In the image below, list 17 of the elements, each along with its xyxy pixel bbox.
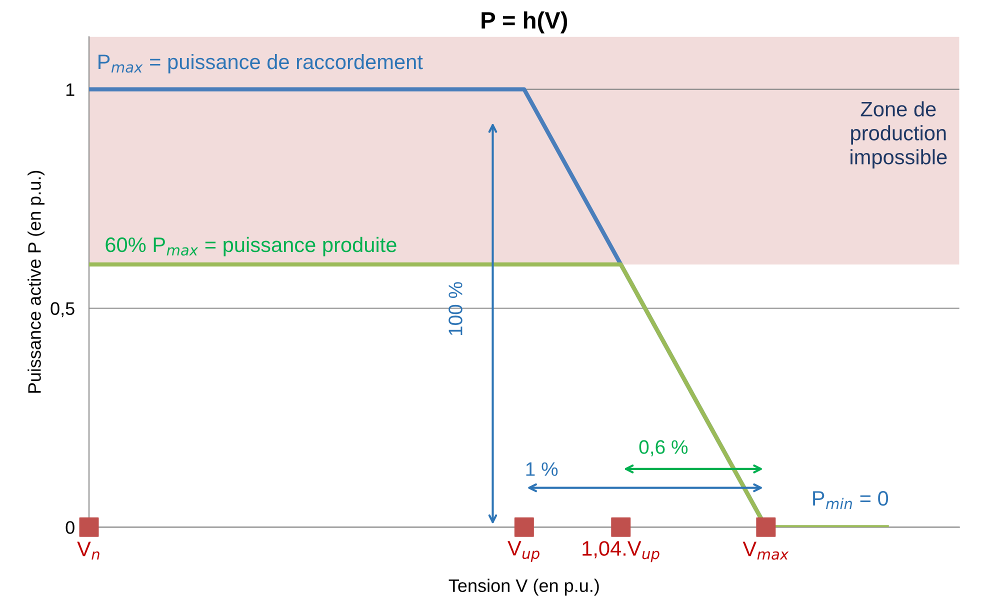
annotation: P$_{max}$ = puissance de raccordement bbox=[98, 54, 423, 74]
annotation: 60% P$_{max}$ = puissance produite bbox=[106, 236, 396, 256]
annotation: P$_{min}$ = 0 bbox=[813, 491, 888, 509]
y-tick-label: 0,5 bbox=[50, 302, 74, 318]
annotation: 1 % bbox=[526, 462, 558, 476]
annotation: 0,6 % bbox=[639, 440, 688, 456]
annotation: 100 % bbox=[448, 282, 462, 336]
chart-title: P = h(V) bbox=[482, 11, 568, 34]
x-tick-label: V$_{n}$ bbox=[77, 542, 100, 560]
band-label: Zone de production impossible bbox=[850, 101, 947, 169]
y-tick-label: 1 bbox=[66, 83, 74, 96]
x-axis-title: Tension V (en p.u.) bbox=[448, 578, 599, 596]
y-tick-label: 0 bbox=[66, 521, 74, 534]
x-tick-label: V$_{max}$ bbox=[742, 542, 789, 560]
y-axis-title: Puissance active P (en p.u.) bbox=[28, 170, 44, 393]
x-tick-label: V$_{up}$ bbox=[508, 541, 540, 562]
x-tick-label: 1,04.V$_{up}$ bbox=[582, 541, 660, 562]
